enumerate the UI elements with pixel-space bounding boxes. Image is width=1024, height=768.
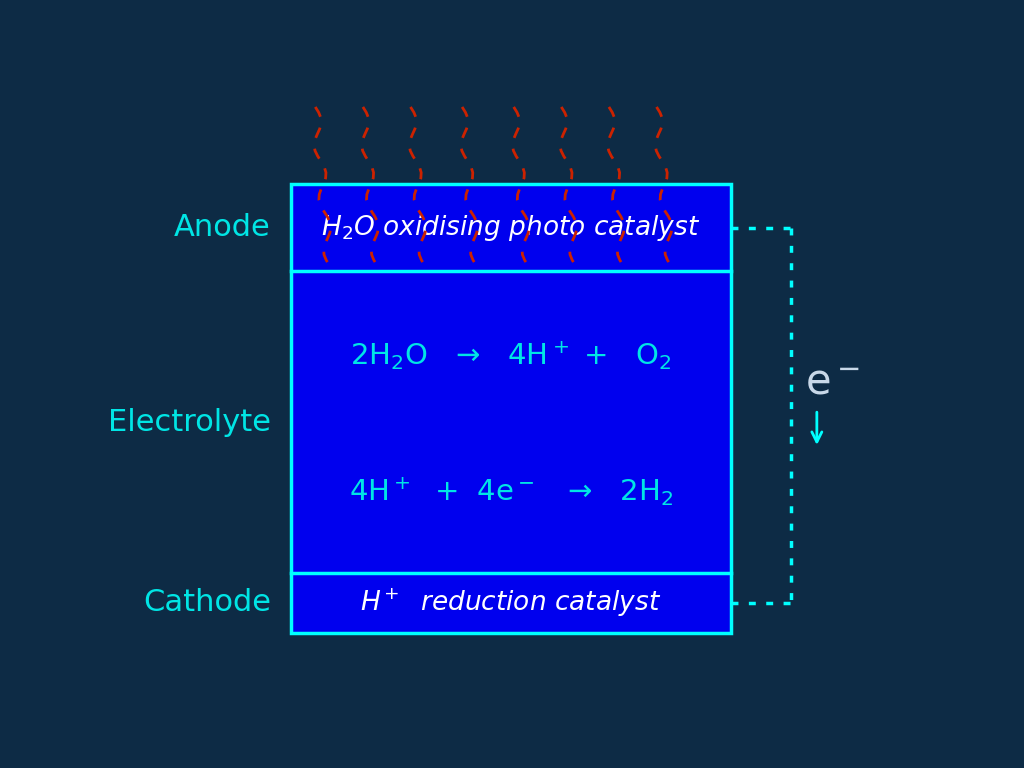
Text: e$^-$: e$^-$ bbox=[805, 362, 860, 404]
Bar bbox=[291, 184, 731, 634]
Text: H$_2$O oxidising photo catalyst: H$_2$O oxidising photo catalyst bbox=[322, 213, 700, 243]
Text: Electrolyte: Electrolyte bbox=[108, 408, 270, 436]
Text: 2H$_2$O   →   4H$^+$ +   O$_2$: 2H$_2$O → 4H$^+$ + O$_2$ bbox=[350, 339, 672, 372]
Text: Cathode: Cathode bbox=[142, 588, 270, 617]
Text: 4H$^+$  +  4e$^-$   →   2H$_2$: 4H$^+$ + 4e$^-$ → 2H$_2$ bbox=[349, 475, 673, 508]
Text: Anode: Anode bbox=[174, 214, 270, 242]
Text: H$^+$  reduction catalyst: H$^+$ reduction catalyst bbox=[360, 587, 662, 619]
